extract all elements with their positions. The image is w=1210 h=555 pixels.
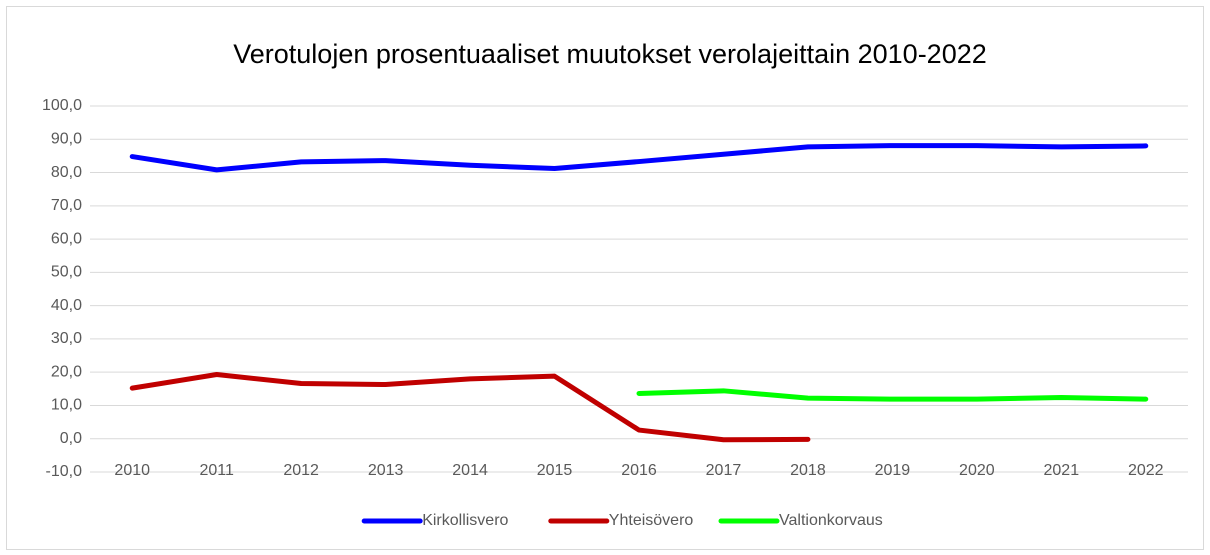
y-tick-label: 0,0	[60, 430, 82, 447]
x-tick-label: 2015	[537, 462, 573, 479]
x-tick-label: 2017	[706, 462, 742, 479]
x-tick-label: 2011	[199, 462, 234, 479]
y-tick-label: 20,0	[51, 363, 82, 380]
x-tick-label: 2018	[790, 462, 826, 479]
x-tick-label: 2019	[875, 462, 911, 479]
legend-label: Valtionkorvaus	[779, 512, 883, 529]
x-tick-label: 2022	[1128, 462, 1164, 479]
x-tick-label: 2014	[452, 462, 488, 479]
x-tick-label: 2010	[114, 462, 150, 479]
legend-label: Yhteisövero	[609, 512, 694, 529]
y-tick-label: 30,0	[51, 330, 82, 347]
y-tick-label: 60,0	[51, 230, 82, 247]
x-tick-label: 2012	[283, 462, 319, 479]
y-tick-label: 10,0	[51, 397, 82, 414]
y-tick-label: 90,0	[51, 130, 82, 147]
legend-label: Kirkollisvero	[422, 512, 508, 529]
line-series	[129, 143, 1149, 173]
line-series	[636, 388, 1149, 402]
y-tick-label: -10,0	[46, 463, 83, 480]
y-tick-label: 50,0	[51, 264, 82, 281]
x-tick-label: 2013	[368, 462, 404, 479]
y-tick-label: 40,0	[51, 297, 82, 314]
y-tick-label: 70,0	[51, 197, 82, 214]
x-tick-label: 2016	[621, 462, 657, 479]
x-tick-label: 2021	[1044, 462, 1080, 479]
y-tick-label: 100,0	[42, 97, 82, 114]
y-tick-label: 80,0	[51, 164, 82, 181]
x-tick-label: 2020	[959, 462, 995, 479]
line-series	[129, 372, 811, 443]
chart-frame	[6, 6, 1204, 550]
chart-title: Verotulojen prosentuaaliset muutokset ve…	[233, 39, 987, 69]
